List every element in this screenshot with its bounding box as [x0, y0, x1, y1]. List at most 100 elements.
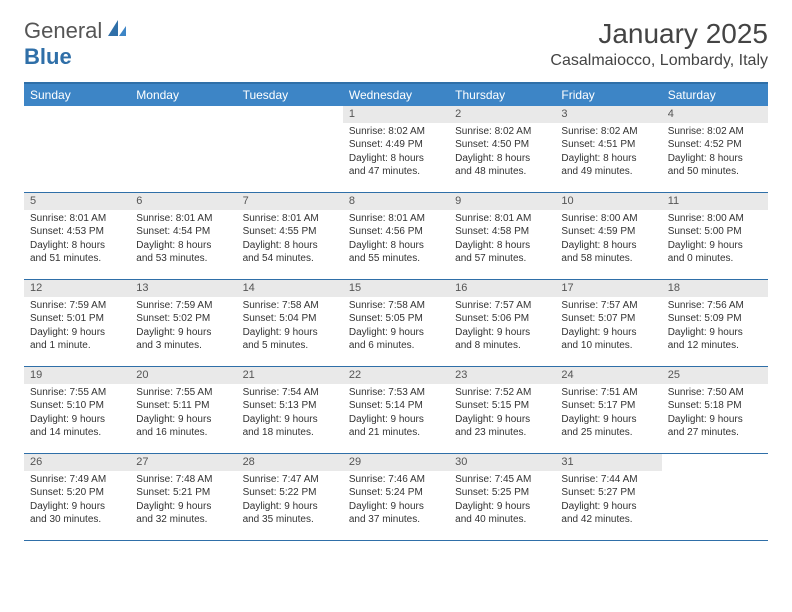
calendar-cell: 12Sunrise: 7:59 AMSunset: 5:01 PMDayligh… [24, 280, 130, 366]
day-detail-line: Sunrise: 7:53 AM [349, 386, 443, 400]
day-details: Sunrise: 7:45 AMSunset: 5:25 PMDaylight:… [449, 471, 555, 531]
day-number: 23 [449, 367, 555, 384]
day-details: Sunrise: 7:44 AMSunset: 5:27 PMDaylight:… [555, 471, 661, 531]
day-detail-line: and 0 minutes. [668, 252, 762, 266]
day-details: Sunrise: 7:58 AMSunset: 5:04 PMDaylight:… [237, 297, 343, 357]
day-details: Sunrise: 7:51 AMSunset: 5:17 PMDaylight:… [555, 384, 661, 444]
day-detail-line: Sunset: 4:55 PM [243, 225, 337, 239]
day-detail-line: Sunrise: 8:00 AM [561, 212, 655, 226]
day-details: Sunrise: 7:57 AMSunset: 5:07 PMDaylight:… [555, 297, 661, 357]
calendar-cell: 24Sunrise: 7:51 AMSunset: 5:17 PMDayligh… [555, 367, 661, 453]
day-detail-line: Sunset: 5:15 PM [455, 399, 549, 413]
day-detail-line: Sunset: 4:52 PM [668, 138, 762, 152]
day-detail-line: Sunset: 5:00 PM [668, 225, 762, 239]
day-detail-line: Sunset: 5:21 PM [136, 486, 230, 500]
day-detail-line: Daylight: 9 hours [243, 500, 337, 514]
day-detail-line: Sunrise: 8:01 AM [136, 212, 230, 226]
day-detail-line: Sunset: 5:05 PM [349, 312, 443, 326]
day-details: Sunrise: 8:02 AMSunset: 4:49 PMDaylight:… [343, 123, 449, 183]
day-detail-line: Sunset: 5:22 PM [243, 486, 337, 500]
day-detail-line: Daylight: 9 hours [136, 326, 230, 340]
day-detail-line: Sunset: 5:04 PM [243, 312, 337, 326]
calendar-cell: 7Sunrise: 8:01 AMSunset: 4:55 PMDaylight… [237, 193, 343, 279]
calendar-cell: 15Sunrise: 7:58 AMSunset: 5:05 PMDayligh… [343, 280, 449, 366]
day-number [130, 106, 236, 122]
day-detail-line: Sunset: 5:17 PM [561, 399, 655, 413]
day-detail-line: Daylight: 9 hours [561, 500, 655, 514]
weekday-header: Saturday [662, 84, 768, 106]
day-detail-line: and 5 minutes. [243, 339, 337, 353]
day-detail-line: Sunset: 5:18 PM [668, 399, 762, 413]
day-detail-line: Daylight: 8 hours [561, 152, 655, 166]
day-number: 1 [343, 106, 449, 123]
day-detail-line: Daylight: 9 hours [668, 239, 762, 253]
calendar-week: 1Sunrise: 8:02 AMSunset: 4:49 PMDaylight… [24, 106, 768, 193]
calendar-week: 12Sunrise: 7:59 AMSunset: 5:01 PMDayligh… [24, 280, 768, 367]
day-detail-line: Daylight: 9 hours [30, 500, 124, 514]
calendar-week: 19Sunrise: 7:55 AMSunset: 5:10 PMDayligh… [24, 367, 768, 454]
day-number: 26 [24, 454, 130, 471]
day-detail-line: and 47 minutes. [349, 165, 443, 179]
day-detail-line: and 12 minutes. [668, 339, 762, 353]
calendar-cell: 1Sunrise: 8:02 AMSunset: 4:49 PMDaylight… [343, 106, 449, 192]
day-detail-line: Sunrise: 7:57 AM [455, 299, 549, 313]
day-detail-line: Sunset: 4:54 PM [136, 225, 230, 239]
calendar-cell: 4Sunrise: 8:02 AMSunset: 4:52 PMDaylight… [662, 106, 768, 192]
day-detail-line: Sunset: 5:25 PM [455, 486, 549, 500]
day-number: 18 [662, 280, 768, 297]
day-number: 31 [555, 454, 661, 471]
calendar-week: 26Sunrise: 7:49 AMSunset: 5:20 PMDayligh… [24, 454, 768, 541]
day-number: 12 [24, 280, 130, 297]
day-detail-line: Daylight: 8 hours [349, 239, 443, 253]
day-details [24, 122, 130, 128]
day-detail-line: and 32 minutes. [136, 513, 230, 527]
day-details: Sunrise: 7:59 AMSunset: 5:02 PMDaylight:… [130, 297, 236, 357]
day-detail-line: Daylight: 9 hours [455, 326, 549, 340]
day-detail-line: Sunset: 4:50 PM [455, 138, 549, 152]
calendar-cell: 11Sunrise: 8:00 AMSunset: 5:00 PMDayligh… [662, 193, 768, 279]
day-details: Sunrise: 8:00 AMSunset: 5:00 PMDaylight:… [662, 210, 768, 270]
weekday-header: Monday [130, 84, 236, 106]
day-detail-line: Sunrise: 7:55 AM [136, 386, 230, 400]
calendar-cell: 8Sunrise: 8:01 AMSunset: 4:56 PMDaylight… [343, 193, 449, 279]
day-number: 8 [343, 193, 449, 210]
day-detail-line: and 58 minutes. [561, 252, 655, 266]
day-detail-line: and 37 minutes. [349, 513, 443, 527]
day-detail-line: Daylight: 9 hours [243, 413, 337, 427]
month-title: January 2025 [550, 18, 768, 50]
day-detail-line: Sunrise: 8:01 AM [455, 212, 549, 226]
day-detail-line: Sunset: 5:20 PM [30, 486, 124, 500]
day-detail-line: Sunrise: 8:02 AM [668, 125, 762, 139]
calendar-cell [662, 454, 768, 540]
day-details: Sunrise: 7:55 AMSunset: 5:10 PMDaylight:… [24, 384, 130, 444]
day-number: 13 [130, 280, 236, 297]
day-number: 7 [237, 193, 343, 210]
day-details: Sunrise: 7:50 AMSunset: 5:18 PMDaylight:… [662, 384, 768, 444]
day-detail-line: Daylight: 9 hours [455, 413, 549, 427]
day-details [237, 122, 343, 128]
weekday-header: Friday [555, 84, 661, 106]
day-number: 16 [449, 280, 555, 297]
day-detail-line: Sunrise: 7:54 AM [243, 386, 337, 400]
calendar-cell: 16Sunrise: 7:57 AMSunset: 5:06 PMDayligh… [449, 280, 555, 366]
day-detail-line: and 23 minutes. [455, 426, 549, 440]
calendar-cell: 22Sunrise: 7:53 AMSunset: 5:14 PMDayligh… [343, 367, 449, 453]
day-number: 25 [662, 367, 768, 384]
day-detail-line: Sunset: 4:56 PM [349, 225, 443, 239]
day-detail-line: Daylight: 9 hours [136, 500, 230, 514]
calendar-cell: 19Sunrise: 7:55 AMSunset: 5:10 PMDayligh… [24, 367, 130, 453]
brand-name: General Blue [24, 18, 128, 70]
day-details: Sunrise: 7:59 AMSunset: 5:01 PMDaylight:… [24, 297, 130, 357]
day-detail-line: Daylight: 9 hours [349, 413, 443, 427]
calendar-cell: 30Sunrise: 7:45 AMSunset: 5:25 PMDayligh… [449, 454, 555, 540]
day-details: Sunrise: 8:02 AMSunset: 4:50 PMDaylight:… [449, 123, 555, 183]
day-detail-line: Sunset: 5:27 PM [561, 486, 655, 500]
day-details: Sunrise: 8:01 AMSunset: 4:55 PMDaylight:… [237, 210, 343, 270]
day-details: Sunrise: 7:48 AMSunset: 5:21 PMDaylight:… [130, 471, 236, 531]
day-details: Sunrise: 7:46 AMSunset: 5:24 PMDaylight:… [343, 471, 449, 531]
day-detail-line: Daylight: 8 hours [561, 239, 655, 253]
day-detail-line: Sunset: 5:14 PM [349, 399, 443, 413]
day-detail-line: Sunrise: 7:50 AM [668, 386, 762, 400]
day-number [662, 454, 768, 470]
day-details: Sunrise: 8:01 AMSunset: 4:58 PMDaylight:… [449, 210, 555, 270]
